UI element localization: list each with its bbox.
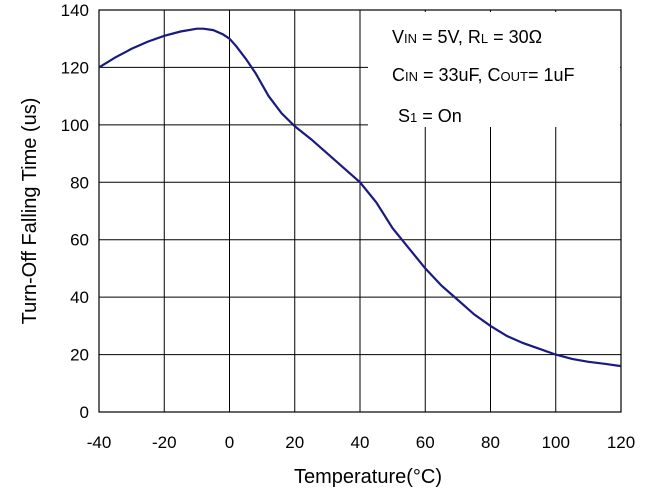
x-tick-label: -40 [87, 433, 112, 452]
annotation-line-1: VIN = 5V, RL = 30Ω [392, 27, 542, 47]
annotation-box [368, 12, 620, 127]
annotation-line-3: S1 = On [398, 106, 462, 126]
y-tick-label: 60 [70, 231, 89, 250]
x-axis-title: Temperature(°C) [294, 466, 442, 488]
y-tick-label: 140 [61, 1, 89, 20]
y-tick-label: 80 [70, 173, 89, 192]
y-tick-label: 120 [61, 58, 89, 77]
y-tick-label: 20 [70, 346, 89, 365]
y-axis-title: Turn-Off Falling Time (us) [19, 98, 41, 325]
x-tick-label: 60 [416, 433, 435, 452]
series-line [98, 27, 622, 368]
y-tick-label: 40 [70, 288, 89, 307]
y-tick-label: 0 [80, 403, 89, 422]
x-tick-label: 40 [351, 433, 370, 452]
x-tick-label: 20 [285, 433, 304, 452]
y-tick-label: 100 [61, 116, 89, 135]
x-tick-label: 120 [607, 433, 635, 452]
plot-frame [98, 9, 622, 413]
x-tick-label: -20 [152, 433, 177, 452]
tick-labels: -40 -20 0 20 40 60 80 100 120 0 20 40 60 80 100 120 140 [61, 1, 636, 452]
annotation-text-group: VIN = 5V, RL = 30Ω CIN = 33uF, COUT= 1uF S… [392, 27, 575, 126]
x-tick-label: 100 [542, 433, 570, 452]
x-tick-label: 0 [225, 433, 234, 452]
annotation-line-2: CIN = 33uF, COUT= 1uF [392, 65, 575, 85]
x-tick-label: 80 [481, 433, 500, 452]
